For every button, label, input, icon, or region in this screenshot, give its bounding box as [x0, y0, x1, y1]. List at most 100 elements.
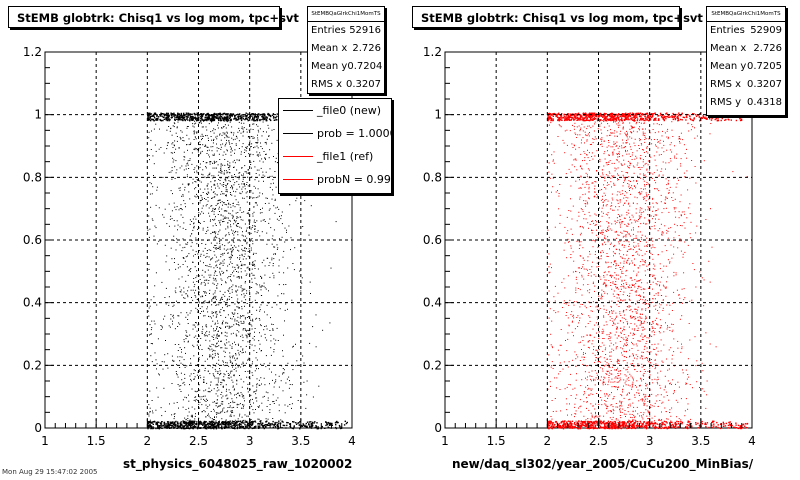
data-point [178, 278, 180, 280]
data-point [148, 155, 150, 156]
band-point [237, 424, 239, 426]
data-point [184, 384, 186, 386]
data-point [233, 406, 235, 408]
data-point [225, 194, 227, 196]
band-point [293, 425, 295, 427]
data-point [209, 316, 211, 318]
band-point [252, 117, 254, 119]
data-point [604, 292, 606, 294]
data-point [213, 132, 215, 134]
band-point [198, 427, 200, 429]
data-point [182, 140, 184, 141]
data-point [231, 362, 233, 364]
data-point [184, 246, 186, 248]
data-point [265, 158, 266, 160]
data-point [204, 283, 206, 285]
data-point [153, 163, 155, 165]
data-point [183, 140, 185, 142]
data-point [612, 324, 614, 326]
data-point [247, 391, 249, 393]
band-point [170, 424, 172, 427]
data-point [617, 377, 619, 379]
data-point [213, 279, 215, 281]
band-point [178, 425, 180, 428]
data-point [227, 298, 229, 300]
data-point [623, 317, 625, 319]
data-point [252, 261, 254, 263]
data-point [200, 181, 202, 183]
data-point [237, 212, 239, 213]
data-point [266, 339, 268, 341]
data-point [261, 212, 263, 214]
data-point [214, 180, 216, 182]
data-point [612, 132, 614, 134]
data-point [235, 370, 237, 372]
data-point [603, 305, 605, 307]
data-point [264, 157, 266, 159]
data-point [230, 224, 231, 226]
data-point [208, 420, 210, 422]
data-point [173, 304, 175, 306]
data-point [212, 277, 214, 279]
data-point [289, 384, 291, 385]
data-point [204, 198, 205, 199]
data-point [654, 343, 656, 345]
band-point [272, 115, 275, 118]
data-point [268, 368, 270, 370]
data-point [220, 256, 222, 258]
band-point [271, 114, 274, 116]
data-point [287, 405, 289, 407]
band-point [309, 426, 311, 428]
data-point [231, 412, 233, 414]
data-point [179, 226, 181, 228]
data-point [208, 391, 210, 393]
band-point [202, 119, 204, 121]
data-point [180, 130, 182, 132]
band-point [163, 422, 165, 424]
data-point [275, 207, 277, 209]
data-point [666, 358, 668, 360]
data-point [236, 264, 238, 266]
data-point [229, 172, 231, 174]
data-point [157, 396, 159, 398]
data-point [186, 174, 188, 176]
band-point [268, 424, 271, 426]
data-point [640, 355, 642, 357]
data-point [246, 147, 248, 149]
data-point [254, 268, 256, 269]
data-point [174, 178, 176, 179]
data-point [271, 306, 273, 308]
data-point [581, 167, 583, 169]
data-point [271, 371, 272, 373]
data-point [229, 276, 231, 277]
data-point [627, 371, 629, 373]
data-point [245, 171, 247, 173]
data-point [631, 311, 633, 313]
data-point [222, 221, 224, 223]
data-point [277, 397, 279, 399]
data-point [233, 167, 234, 168]
data-point [170, 190, 172, 192]
data-point [590, 418, 592, 420]
data-point [631, 386, 633, 388]
data-point [228, 136, 230, 138]
band-point [193, 422, 196, 424]
data-point [566, 409, 568, 411]
data-point [212, 282, 214, 284]
data-point [217, 337, 218, 339]
data-point [568, 241, 569, 243]
data-point [634, 291, 636, 293]
data-point [276, 162, 278, 164]
data-point [253, 391, 255, 393]
data-point [274, 343, 276, 345]
data-point [253, 336, 255, 337]
data-point [201, 306, 203, 308]
band-point [181, 424, 183, 426]
data-point [213, 375, 215, 377]
data-point [655, 218, 656, 220]
data-point [283, 194, 285, 196]
data-point [264, 333, 266, 335]
data-point [196, 179, 198, 180]
data-point [179, 356, 181, 358]
data-point [255, 318, 257, 320]
